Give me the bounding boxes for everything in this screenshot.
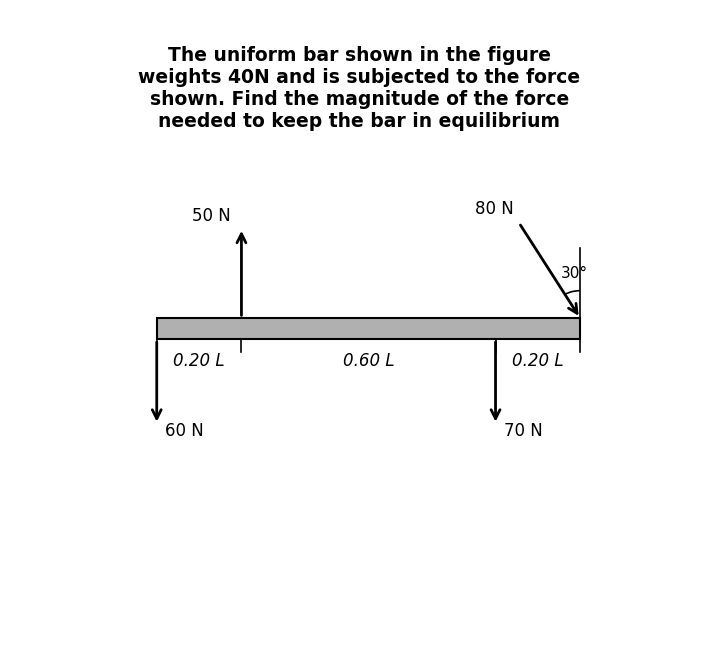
Text: 0.60 L: 0.60 L <box>343 352 394 370</box>
Text: 60 N: 60 N <box>165 422 204 440</box>
Text: 80 N: 80 N <box>475 200 513 217</box>
Bar <box>157 318 580 339</box>
Text: 0.20 L: 0.20 L <box>173 352 225 370</box>
Text: 30°: 30° <box>561 266 588 281</box>
Text: The uniform bar shown in the figure
weights 40N and is subjected to the force
sh: The uniform bar shown in the figure weig… <box>139 46 580 131</box>
Text: 50 N: 50 N <box>191 208 230 225</box>
Text: 0.20 L: 0.20 L <box>512 352 564 370</box>
Text: 70 N: 70 N <box>504 422 543 440</box>
